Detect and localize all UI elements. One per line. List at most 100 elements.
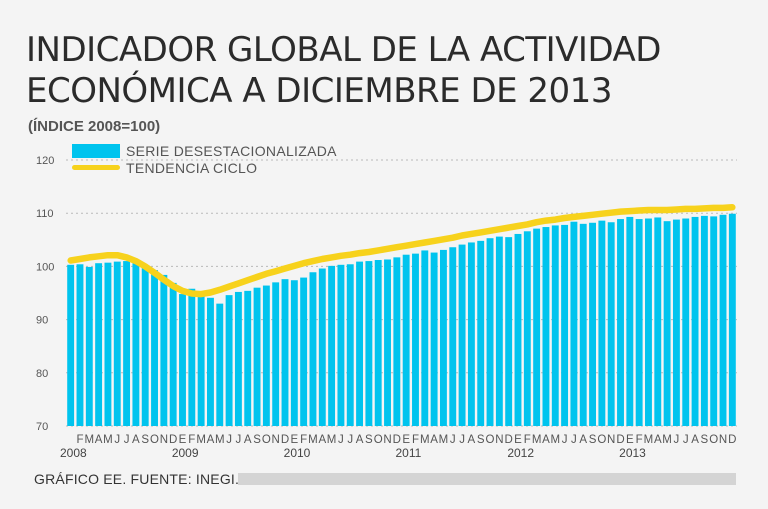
month-tick-label: J [674, 434, 680, 446]
bar [141, 267, 149, 426]
footer-band [238, 473, 736, 485]
month-tick-label: J [683, 434, 689, 446]
month-tick-label: J [459, 434, 465, 446]
month-tick-label: O [709, 434, 718, 446]
bar [645, 218, 652, 426]
year-label-2013: 2013 [619, 446, 646, 460]
month-tick-label: O [262, 434, 271, 446]
bar [458, 244, 466, 426]
month-tick-label: F [524, 434, 531, 446]
month-tick-label: N [272, 434, 280, 446]
month-tick-label: O [597, 434, 606, 446]
month-tick-label: D [393, 434, 401, 446]
month-tick-label: E [514, 434, 522, 446]
source-note: GRÁFICO EE. FUENTE: INEGI. [34, 471, 240, 487]
bar [523, 231, 531, 426]
y-tick-label: 80 [36, 368, 48, 380]
month-tick-label: E [626, 434, 634, 446]
bar [300, 277, 308, 426]
bar [188, 288, 196, 426]
month-tick-label: A [654, 434, 662, 446]
bar [430, 252, 438, 426]
month-tick-label: A [579, 434, 587, 446]
legend-item-series: SERIE DESESTACIONALIZADA [72, 142, 337, 159]
bar [598, 220, 606, 426]
year-label-2009: 2009 [172, 446, 199, 460]
month-tick-label: A [207, 434, 215, 446]
month-tick-label: J [226, 434, 232, 446]
bar [76, 264, 84, 426]
legend-label-series: SERIE DESESTACIONALIZADA [126, 142, 337, 159]
month-tick-label: J [114, 434, 120, 446]
month-tick-label: D [505, 434, 513, 446]
month-tick-label: J [562, 434, 568, 446]
month-tick-label: J [236, 434, 242, 446]
bar [95, 263, 103, 426]
bar [570, 221, 578, 426]
month-tick-label: N [160, 434, 168, 446]
bar [412, 253, 419, 426]
bar [104, 262, 112, 426]
bar [207, 297, 214, 426]
bar [179, 294, 186, 426]
month-tick-label: D [616, 434, 624, 446]
title-line-2: ECONÓMICA A DICIEMBRE DE 2013 [26, 71, 612, 111]
month-tick-label: S [589, 434, 597, 446]
year-label-2011: 2011 [396, 446, 422, 460]
bar [617, 219, 624, 426]
year-label-2008: 2008 [60, 446, 87, 460]
y-tick-label: 120 [36, 155, 54, 167]
month-tick-label: D [169, 434, 177, 446]
month-tick-label: O [486, 434, 495, 446]
month-tick-label: N [607, 434, 615, 446]
bar [123, 261, 131, 426]
month-tick-label: O [374, 434, 383, 446]
month-tick-label: M [103, 434, 113, 446]
month-tick-label: M [662, 434, 672, 446]
bar [197, 296, 205, 426]
y-tick-label: 70 [36, 421, 48, 433]
month-tick-label: M [550, 434, 560, 446]
bar [691, 216, 699, 426]
y-tick-label: 90 [36, 315, 48, 327]
bar [234, 291, 242, 426]
month-tick-label: A [430, 434, 438, 446]
month-tick-label: M [532, 434, 542, 446]
month-tick-label: J [450, 434, 456, 446]
month-tick-label: D [281, 434, 289, 446]
bar [67, 264, 75, 426]
bar [663, 221, 671, 426]
bar [281, 279, 289, 426]
month-tick-label: D [728, 434, 736, 446]
month-tick-label: E [179, 434, 187, 446]
month-tick-label: F [76, 434, 83, 446]
month-tick-label: S [701, 434, 709, 446]
bar [356, 261, 364, 426]
month-tick-label: A [95, 434, 103, 446]
bar [160, 274, 168, 426]
bar [449, 247, 457, 426]
bar [551, 225, 559, 426]
year-label-2012: 2012 [507, 446, 534, 460]
month-tick-label: A [244, 434, 252, 446]
bar [710, 216, 718, 426]
bar [542, 227, 550, 426]
month-tick-label: S [141, 434, 149, 446]
bar [728, 213, 736, 426]
month-tick-label: M [215, 434, 225, 446]
bar [393, 257, 401, 426]
year-label-2010: 2010 [284, 446, 311, 460]
bar [505, 237, 513, 426]
bar [169, 282, 177, 426]
bar [113, 261, 121, 426]
y-tick-label: 100 [36, 261, 54, 273]
legend-bar-swatch [72, 143, 120, 158]
bar [318, 268, 326, 426]
bar [421, 250, 429, 426]
bar [607, 222, 615, 426]
legend-item-trend: TENDENCIA CICLO [72, 159, 337, 176]
month-tick-label: M [85, 434, 95, 446]
bar [635, 219, 643, 426]
bar [561, 224, 569, 426]
